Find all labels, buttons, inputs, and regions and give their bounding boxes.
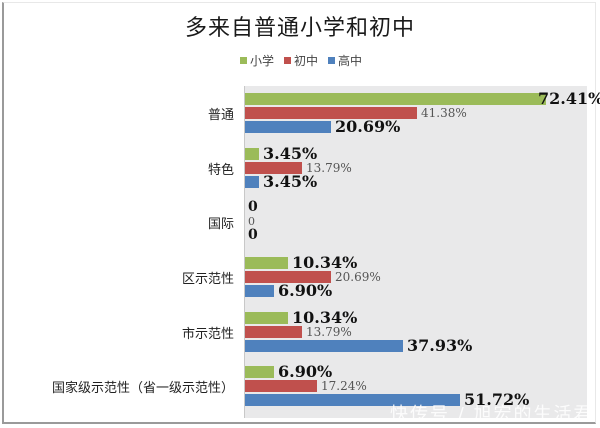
data-label: 72.41% bbox=[538, 89, 600, 108]
bar-primary bbox=[245, 312, 288, 324]
data-label: 17.24% bbox=[321, 379, 367, 393]
bar-senior bbox=[245, 340, 403, 352]
legend-swatch-junior bbox=[284, 56, 292, 64]
legend-swatch-primary bbox=[240, 56, 247, 64]
bar-senior bbox=[245, 394, 460, 406]
category-label: 市示范性 bbox=[181, 327, 234, 342]
legend-swatch-senior bbox=[328, 56, 336, 64]
bar-primary bbox=[245, 148, 259, 160]
watermark: 快传号 / 旭宏的生活君 bbox=[390, 404, 594, 425]
legend-item-primary: 小学 bbox=[240, 52, 274, 69]
bar-junior bbox=[245, 107, 417, 119]
chart-frame bbox=[2, 2, 596, 424]
legend-label-senior: 高中 bbox=[338, 53, 363, 68]
data-label: 0 bbox=[248, 227, 258, 243]
legend-label-junior: 初中 bbox=[294, 53, 319, 68]
chart-title: 多来自普通小学和初中 bbox=[184, 16, 415, 41]
legend-item-junior: 初中 bbox=[284, 52, 318, 69]
data-label: 20.69% bbox=[335, 117, 401, 136]
category-label: 国家级示范性（省一级示范性） bbox=[51, 381, 234, 396]
bar-primary bbox=[245, 93, 546, 105]
data-label: 20.69% bbox=[335, 270, 381, 284]
bar-junior bbox=[245, 271, 331, 283]
bar-junior bbox=[245, 162, 302, 174]
category-label: 特色 bbox=[207, 163, 234, 178]
bar-senior bbox=[245, 285, 274, 297]
data-label: 10.34% bbox=[292, 308, 358, 327]
data-label: 37.93% bbox=[407, 336, 473, 355]
legend-label-primary: 小学 bbox=[250, 53, 275, 68]
data-label: 13.79% bbox=[306, 161, 352, 175]
data-label: 6.90% bbox=[278, 362, 333, 381]
data-label: 10.34% bbox=[292, 253, 358, 272]
category-label: 区示范性 bbox=[181, 272, 234, 287]
bar-senior bbox=[245, 121, 331, 133]
data-label: 6.90% bbox=[278, 281, 333, 300]
data-label: 41.38% bbox=[421, 106, 467, 120]
bar-primary bbox=[245, 257, 288, 269]
data-label: 0 bbox=[248, 215, 255, 228]
legend-item-senior: 高中 bbox=[328, 52, 362, 69]
bar-senior bbox=[245, 176, 259, 188]
category-label: 普通 bbox=[207, 108, 234, 123]
data-label: 3.45% bbox=[263, 144, 318, 163]
chart-legend: 小学 初中 高中 bbox=[240, 52, 372, 68]
data-label: 13.79% bbox=[306, 325, 352, 339]
bar-junior bbox=[245, 326, 302, 338]
data-label: 51.72% bbox=[464, 390, 530, 409]
category-label: 国际 bbox=[207, 217, 234, 232]
bar-junior bbox=[245, 380, 317, 392]
plot-area: 72.41% 41.38% 20.69% 3.45% 13.79% 3.45% 0 0 0 10.… bbox=[244, 86, 600, 418]
bar-primary bbox=[245, 366, 274, 378]
data-label: 0 bbox=[248, 199, 258, 215]
data-label: 3.45% bbox=[263, 172, 318, 191]
